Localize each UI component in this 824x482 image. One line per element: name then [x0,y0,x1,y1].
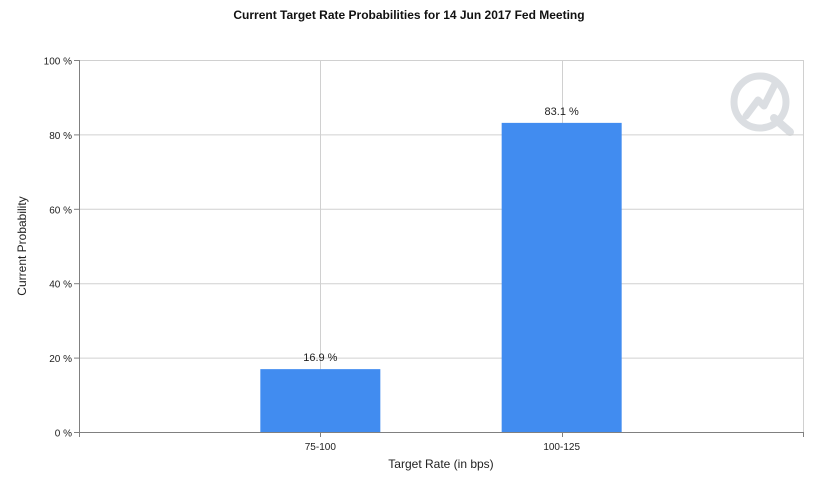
plot-frame [79,60,804,433]
labels: 0 % 20 % 40 % 60 % 80 % 100 % 16.9 % 75-100 83.1… [44,57,581,454]
y-tick-label: 60 % [49,205,72,216]
x-tick-label: 100-125 [543,442,580,453]
data-label: 83.1 % [545,106,579,118]
grid [79,60,804,433]
bar-100-125 [501,122,622,433]
bars [260,122,622,433]
y-tick-label: 80 % [49,131,72,142]
x-axis-label: Target Rate (in bps) [388,457,493,471]
y-tick-label: 20 % [49,354,72,365]
x-tick-label: 75-100 [305,442,337,453]
data-label: 16.9 % [303,352,337,364]
axes [74,60,804,437]
y-tick-label: 0 % [55,429,72,440]
y-axis-label: Current Probability [15,196,29,295]
y-tick-label: 100 % [44,57,72,68]
bar-75-100 [260,369,381,432]
quandl-logo-icon [730,72,794,136]
chart-title: Current Target Rate Probabilities for 14… [233,8,584,22]
y-tick-label: 40 % [49,280,72,291]
